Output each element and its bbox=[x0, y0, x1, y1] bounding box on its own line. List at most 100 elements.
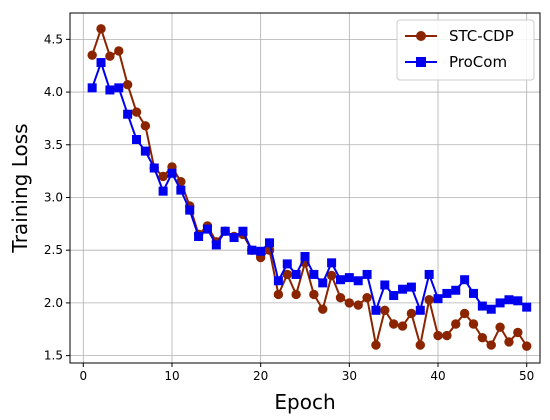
data-point-procom bbox=[300, 252, 310, 262]
data-point-procom bbox=[256, 246, 266, 256]
data-point-procom bbox=[424, 269, 434, 279]
data-point-procom bbox=[105, 85, 115, 95]
data-point-procom bbox=[238, 226, 248, 236]
data-point-procom bbox=[371, 305, 381, 315]
data-point-stc-cdp bbox=[397, 321, 408, 331]
x-tick-label: 50 bbox=[519, 369, 534, 383]
data-point-procom bbox=[398, 284, 408, 294]
data-point-procom bbox=[327, 258, 337, 268]
x-axis-label: Epoch bbox=[274, 390, 335, 414]
data-point-procom bbox=[442, 288, 452, 298]
data-point-procom bbox=[114, 83, 124, 93]
data-point-stc-cdp bbox=[504, 337, 514, 347]
data-point-stc-cdp bbox=[87, 50, 97, 60]
data-point-stc-cdp bbox=[459, 308, 470, 319]
data-point-stc-cdp bbox=[406, 308, 417, 319]
data-point-stc-cdp bbox=[158, 171, 168, 182]
data-point-procom bbox=[123, 109, 133, 119]
data-point-procom bbox=[96, 58, 106, 68]
data-point-procom bbox=[167, 168, 177, 178]
data-point-procom bbox=[291, 269, 301, 279]
data-point-stc-cdp bbox=[131, 107, 142, 117]
data-point-procom bbox=[318, 278, 328, 288]
data-point-procom bbox=[513, 296, 523, 306]
data-point-procom bbox=[344, 273, 354, 283]
data-point-stc-cdp bbox=[105, 51, 115, 61]
data-point-stc-cdp bbox=[442, 330, 452, 341]
y-tick-label: 4.0 bbox=[44, 85, 63, 99]
data-point-procom bbox=[522, 302, 532, 312]
data-point-procom bbox=[265, 238, 275, 248]
data-point-procom bbox=[486, 304, 496, 314]
data-point-procom bbox=[273, 276, 283, 286]
data-point-procom bbox=[149, 163, 159, 173]
data-point-procom bbox=[335, 275, 345, 285]
data-point-procom bbox=[380, 280, 390, 290]
data-point-stc-cdp bbox=[344, 298, 355, 308]
legend-marker-stc-cdp bbox=[416, 31, 426, 41]
x-tick-label: 20 bbox=[253, 369, 268, 383]
data-point-stc-cdp bbox=[353, 300, 363, 310]
y-axis-label: Training Loss bbox=[8, 123, 32, 253]
data-point-stc-cdp bbox=[495, 322, 505, 332]
data-point-procom bbox=[389, 291, 399, 301]
data-point-stc-cdp bbox=[282, 269, 292, 280]
data-point-stc-cdp bbox=[291, 289, 301, 300]
data-point-procom bbox=[504, 295, 514, 305]
data-point-procom bbox=[353, 276, 363, 286]
x-tick-label: 30 bbox=[342, 369, 357, 383]
legend-marker-procom bbox=[416, 57, 426, 67]
data-point-procom bbox=[282, 259, 292, 269]
data-point-procom bbox=[87, 83, 97, 93]
data-point-procom bbox=[202, 224, 212, 234]
data-point-stc-cdp bbox=[140, 121, 151, 131]
data-point-stc-cdp bbox=[122, 79, 133, 90]
y-tick-label: 2.5 bbox=[44, 243, 63, 257]
data-point-procom bbox=[140, 146, 150, 156]
data-point-stc-cdp bbox=[388, 319, 399, 329]
data-point-stc-cdp bbox=[521, 341, 532, 351]
data-point-procom bbox=[451, 285, 461, 295]
data-point-procom bbox=[415, 305, 425, 315]
data-point-stc-cdp bbox=[433, 330, 443, 341]
data-point-procom bbox=[176, 185, 186, 195]
data-point-procom bbox=[362, 269, 372, 279]
x-tick-label: 40 bbox=[430, 369, 445, 383]
y-tick-label: 4.5 bbox=[44, 32, 63, 46]
data-point-procom bbox=[229, 233, 239, 243]
y-tick-label: 3.5 bbox=[44, 138, 63, 152]
data-point-procom bbox=[406, 282, 416, 292]
data-point-stc-cdp bbox=[380, 305, 390, 315]
data-point-stc-cdp bbox=[309, 289, 319, 300]
data-point-procom bbox=[468, 288, 478, 298]
data-point-stc-cdp bbox=[273, 289, 284, 300]
data-point-stc-cdp bbox=[318, 304, 328, 314]
x-tick-label: 0 bbox=[79, 369, 87, 383]
y-tick-label: 3.0 bbox=[44, 190, 63, 204]
y-tick-label: 2.0 bbox=[44, 296, 63, 310]
data-point-procom bbox=[309, 269, 319, 279]
data-point-stc-cdp bbox=[362, 292, 372, 303]
data-point-stc-cdp bbox=[371, 340, 381, 350]
x-tick-label: 10 bbox=[164, 369, 179, 383]
data-point-stc-cdp bbox=[326, 270, 337, 281]
data-point-procom bbox=[477, 301, 487, 311]
data-point-stc-cdp bbox=[114, 46, 124, 56]
data-point-stc-cdp bbox=[513, 327, 523, 338]
data-point-procom bbox=[132, 135, 142, 145]
data-point-stc-cdp bbox=[468, 319, 479, 329]
data-point-stc-cdp bbox=[415, 340, 425, 350]
data-point-procom bbox=[185, 205, 195, 215]
legend-label-procom: ProCom bbox=[449, 53, 507, 71]
data-point-stc-cdp bbox=[335, 292, 346, 303]
data-point-procom bbox=[211, 240, 221, 250]
data-point-stc-cdp bbox=[477, 332, 488, 343]
data-point-procom bbox=[220, 226, 230, 236]
y-tick-label: 1.5 bbox=[44, 349, 63, 363]
data-point-procom bbox=[495, 298, 505, 308]
data-point-procom bbox=[433, 294, 443, 304]
data-point-procom bbox=[194, 231, 204, 241]
data-point-stc-cdp bbox=[486, 340, 496, 350]
plot-frame bbox=[69, 12, 541, 364]
